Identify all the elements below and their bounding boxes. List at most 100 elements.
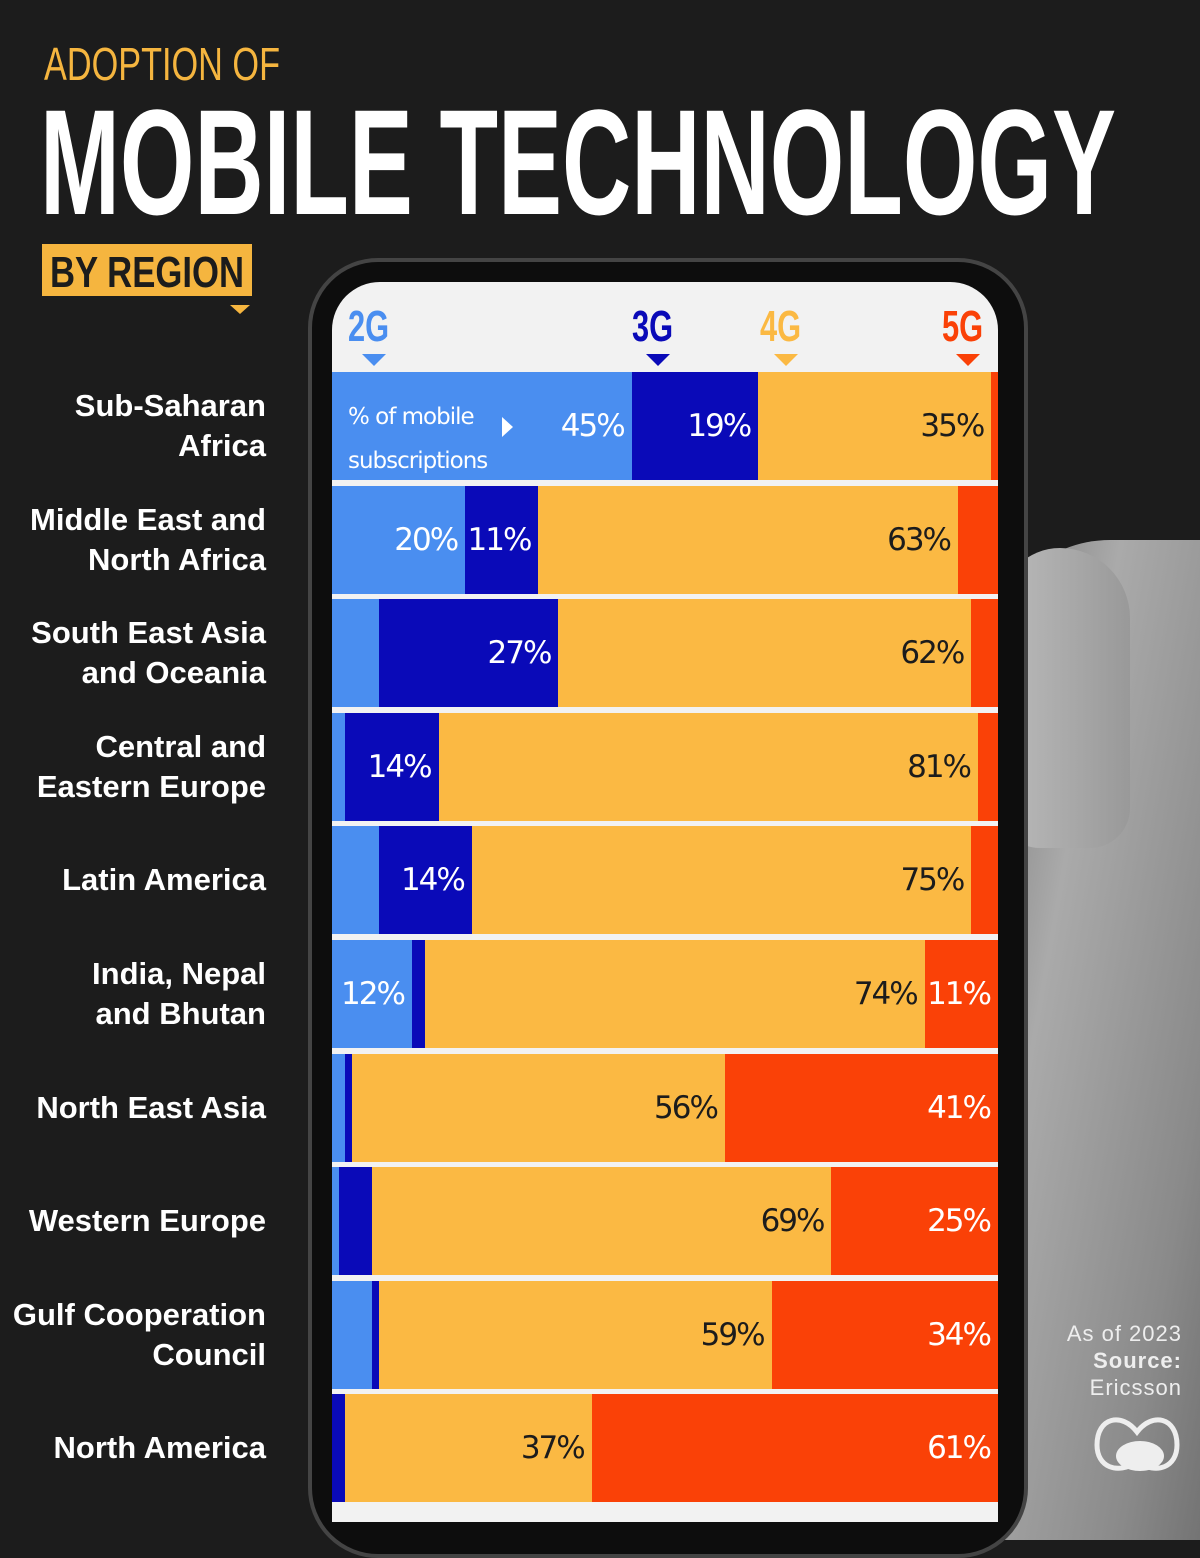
bar-5g: 61% [591,1394,998,1503]
region-label: Latin America [62,862,266,898]
bar-3g: 14% [378,826,472,935]
bar-row: 27% 62% [332,599,998,708]
unit-note: % of mobile subscriptions [348,404,488,474]
legend-marker-4g [774,354,798,366]
region-label: Gulf Cooperation Council [12,1296,266,1372]
bar-row: 37% 61% [332,1394,998,1503]
bar-4g: 59% [378,1280,772,1389]
title-top: ADOPTION OF [44,38,280,90]
bar-row: 69% 25% [332,1167,998,1276]
legend-marker-5g [956,354,980,366]
bar-5g [991,372,998,480]
region-label: Middle East and North Africa [30,501,266,577]
region-label: North America [53,1430,266,1466]
bar-3g [345,1053,352,1162]
bar-3g [332,1394,346,1503]
region-label: Western Europe [28,1203,266,1239]
legend-5g: 5G [942,302,984,351]
bar-5g [978,712,998,821]
bar-5g: 41% [724,1053,998,1162]
data-label: 41% [927,1089,992,1126]
data-label: 27% [487,635,553,672]
bar-4g: 81% [438,712,978,821]
data-label: 20% [394,521,459,558]
bar-4g: 56% [351,1053,725,1162]
data-label: 37% [520,1430,586,1467]
bar-4g: 62% [558,599,972,708]
chart-title: MOBILE TECHNOLOGY [40,78,1116,246]
bar-5g: 25% [831,1167,998,1276]
data-label: 12% [341,976,406,1012]
region-label: South East Asia and Oceania [31,615,266,691]
bar-3g [371,1280,379,1389]
bar-3g: 19% [631,372,759,480]
bar-2g [332,1280,372,1389]
bar-2g: 20% [332,485,466,594]
bar-4g: 75% [471,826,972,935]
legend-marker-3g [646,354,670,366]
data-label: 19% [687,408,752,444]
bar-2g: 12% [332,940,412,1048]
region-label: Sub-Saharan Africa [74,388,266,463]
data-label: 56% [654,1089,719,1126]
bar-2g [332,826,379,935]
region-label: India, Nepal and Bhutan [92,956,266,1031]
region-label: Central and Eastern Europe [36,728,266,804]
bar-row: 12% 74% 11% [332,940,998,1048]
bar-row: 14% 81% [332,712,998,821]
bar-3g [338,1167,372,1276]
legend-4g: 4G [760,302,802,351]
bar-4g: 35% [758,372,992,480]
bar-3g: 27% [378,599,559,708]
data-label: 59% [700,1316,766,1353]
bar-4g: 74% [425,940,925,1048]
data-label: 45% [560,408,626,444]
bar-3g: 14% [345,712,439,821]
chart-subtitle: BY REGION [50,248,244,297]
bar-5g [958,485,998,594]
visual-capitalist-logo [1094,1417,1180,1471]
bar-3g [411,940,426,1048]
bar-2g [332,712,346,821]
data-label: 11% [927,976,992,1012]
data-label: 75% [900,862,965,899]
title-block: ADOPTION OF MOBILE TECHNOLOGY BY REGION [40,38,1116,314]
bar-4g: 63% [538,485,959,594]
bar-row: 14% 75% [332,826,998,935]
legend-3g: 3G [632,302,674,351]
data-label: 63% [887,521,952,558]
bar-2g [332,599,379,708]
bar-4g: 69% [371,1167,832,1276]
source-block: As of 2023 Source: Ericsson [1067,1320,1182,1401]
legend-2g: 2G [348,302,390,351]
bar-5g [971,599,998,708]
data-label: 14% [367,748,433,785]
legend-marker-2g [362,354,386,366]
data-label: 74% [853,976,919,1012]
data-label: 62% [900,635,965,672]
bar-3g: 11% [465,485,539,594]
arrow-right-icon [502,417,513,437]
bar-2g: 45% [332,372,632,480]
bar-row: 45% 19% 35% [332,372,998,480]
data-label: 11% [467,521,533,558]
bar-2g [332,1167,339,1276]
data-label: 25% [927,1203,992,1240]
bar-5g: 34% [771,1280,998,1389]
data-label: 35% [920,408,985,444]
phone-screen: 2G 3G 4G 5G 45% 19% 35% 20% 11% 63% 27% 62% 14% 81% 1… [332,282,998,1522]
source: Ericsson [1089,1375,1182,1400]
region-label: North East Asia [36,1089,266,1125]
bar-row: 20% 11% 63% [332,485,998,594]
bar-4g: 37% [345,1394,592,1503]
data-label: 69% [760,1203,826,1240]
as-of: As of 2023 [1066,1321,1182,1346]
bar-row: 59% 34% [332,1280,998,1389]
data-label: 34% [927,1316,992,1353]
bar-5g [971,826,998,935]
data-label: 81% [907,748,972,785]
data-label: 14% [400,862,466,899]
bar-row: 56% 41% [332,1053,998,1162]
bar-5g: 11% [924,940,998,1048]
source-label: Source: [1093,1348,1182,1373]
